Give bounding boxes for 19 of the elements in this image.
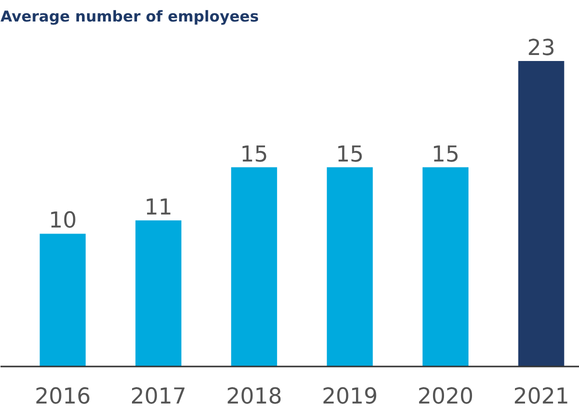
x-tick-label: 2018	[226, 384, 282, 406]
x-tick-label: 2016	[34, 384, 91, 406]
bar	[422, 167, 468, 366]
bar	[326, 167, 373, 366]
x-tick-label: 2017	[130, 384, 186, 406]
x-tick-label: 2020	[418, 384, 474, 406]
data-label: 15	[240, 142, 268, 168]
bar	[135, 220, 182, 366]
bar	[518, 61, 564, 366]
data-label: 10	[48, 208, 77, 234]
data-label: 11	[144, 195, 172, 220]
data-label: 23	[527, 36, 556, 62]
bar	[231, 167, 278, 366]
x-tick-label: 2021	[513, 384, 570, 406]
x-tick-label: 2019	[322, 384, 378, 406]
chart-title: Average number of employees	[0, 8, 259, 26]
data-label: 15	[336, 142, 364, 168]
bar	[40, 234, 86, 366]
data-label: 15	[432, 142, 460, 168]
